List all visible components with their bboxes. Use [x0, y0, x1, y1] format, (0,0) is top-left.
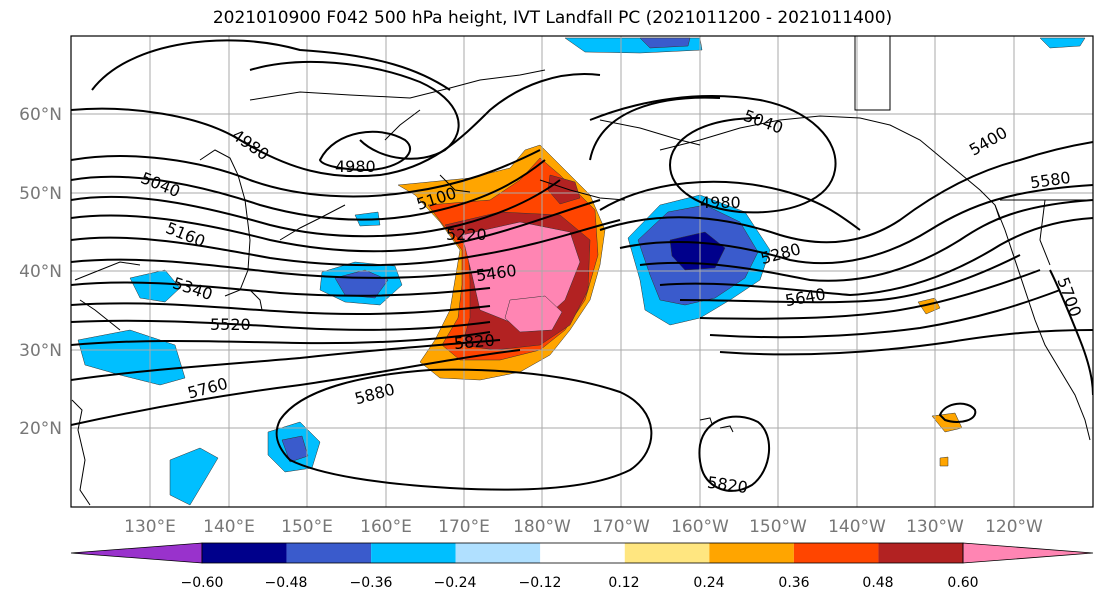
- colorbar-tick-label: −0.48: [265, 575, 308, 591]
- colorbar-segment: [371, 543, 456, 563]
- colorbar-segment: [709, 543, 794, 563]
- colorbar-tick-label: 0.12: [608, 575, 639, 591]
- contour-label: 4980: [335, 157, 376, 176]
- colorbar-segments: [70, 542, 1094, 564]
- colorbar-tick-label: 0.48: [862, 575, 893, 591]
- colorbar-extend-left: [70, 542, 203, 564]
- lat-tick-label: 30°N: [19, 341, 62, 361]
- colorbar-tick-label: 0.36: [778, 575, 809, 591]
- colorbar-segment: [202, 543, 287, 563]
- contour-label: 5820: [453, 331, 495, 353]
- colorbar-segment: [878, 543, 963, 563]
- lon-tick-label: 170°E: [438, 517, 490, 537]
- lon-tick-label: 140°E: [203, 517, 255, 537]
- lat-tick-label: 40°N: [19, 262, 62, 282]
- lon-tick-label: 130°E: [124, 517, 176, 537]
- lat-tick-label: 60°N: [19, 105, 62, 125]
- map-title: 2021010900 F042 500 hPa height, IVT Land…: [212, 8, 893, 28]
- longitude-labels: 130°E 140°E 150°E 160°E 170°E 180°W 170°…: [124, 517, 1043, 537]
- lon-tick-label: 160°E: [360, 517, 412, 537]
- contour-label: 5520: [210, 315, 251, 334]
- colorbar-tick-label: −0.36: [350, 575, 393, 591]
- colorbar-tick-label: 0.24: [693, 575, 724, 591]
- lon-tick-label: 150°W: [749, 517, 807, 537]
- lat-tick-label: 50°N: [19, 184, 62, 204]
- lon-tick-label: 160°W: [671, 517, 729, 537]
- colorbar-segment: [793, 543, 879, 563]
- lon-tick-label: 150°E: [281, 517, 333, 537]
- contour-label: 4980: [700, 193, 741, 212]
- lon-tick-label: 120°W: [985, 517, 1043, 537]
- gridlines: [71, 36, 1093, 507]
- contour-label: 5220: [446, 225, 487, 244]
- colorbar-tick-label: −0.24: [434, 575, 477, 591]
- lon-tick-label: 130°W: [906, 517, 964, 537]
- colorbar: −0.60 −0.48 −0.36 −0.24 −0.12 0.12 0.24 …: [70, 542, 1094, 591]
- colorbar-extend-right: [962, 542, 1094, 564]
- ivt-positive-shading: [397, 144, 963, 467]
- colorbar-tick-label: −0.12: [519, 575, 562, 591]
- lon-tick-label: 170°W: [592, 517, 650, 537]
- latitude-labels: 60°N 50°N 40°N 30°N 20°N: [19, 105, 62, 439]
- colorbar-segment: [455, 543, 541, 563]
- colorbar-segment: [286, 543, 372, 563]
- colorbar-segment: [624, 543, 710, 563]
- lon-tick-label: 180°W: [513, 517, 571, 537]
- colorbar-tick-label: −0.60: [181, 575, 224, 591]
- colorbar-labels: −0.60 −0.48 −0.36 −0.24 −0.12 0.12 0.24 …: [181, 575, 979, 591]
- colorbar-frame: [201, 542, 964, 564]
- ivt-negative-shading: [77, 37, 1086, 506]
- height-contours: [71, 39, 1093, 492]
- map-frame: [70, 35, 1094, 508]
- lon-tick-label: 140°W: [828, 517, 886, 537]
- colorbar-tick-label: 0.60: [947, 575, 978, 591]
- lat-tick-label: 20°N: [19, 419, 62, 439]
- colorbar-segment: [540, 543, 625, 563]
